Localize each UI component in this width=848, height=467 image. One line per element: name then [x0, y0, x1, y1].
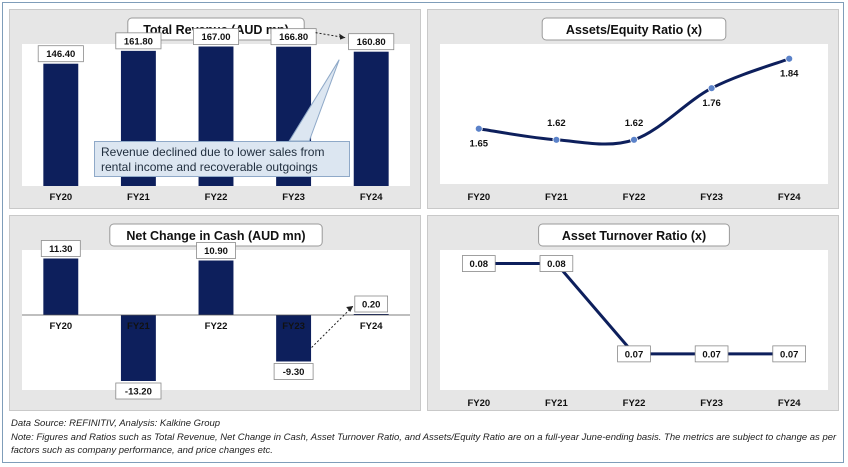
data-label-fy23-box	[270, 28, 317, 46]
x-tick-label: FY20	[49, 321, 72, 332]
revenue-callout-text: Revenue declined due to lower sales from…	[101, 145, 325, 174]
x-tick-label: FY22	[205, 321, 228, 332]
chart-title: Asset Turnover Ratio (x)	[562, 229, 706, 243]
data-label-fy21: 1.62	[547, 118, 566, 129]
data-label-fy20: 1.65	[470, 139, 489, 150]
data-label-fy23-box	[694, 345, 729, 363]
bar-fy23	[276, 315, 312, 362]
revenue-chart-panel: Total Revenue (AUD mn)146.40FY20161.80FY…	[9, 9, 421, 209]
data-label-fy21-box	[539, 255, 574, 272]
x-tick-label: FY20	[467, 192, 490, 203]
plot-area	[440, 250, 828, 390]
data-label-fy22: 1.62	[625, 118, 644, 129]
assets-equity-chart-panel: Assets/Equity Ratio (x) 1.65 FY20 1.62 FY21 1…	[427, 9, 839, 209]
x-tick-label: FY20	[49, 192, 72, 203]
trend-arrow	[311, 305, 354, 348]
assets-equity-chart: Assets/Equity Ratio (x) 1.65 FY20 1.62 FY21 1…	[440, 17, 828, 203]
x-tick-label: FY21	[545, 192, 568, 203]
net-cash-chart: Net Change in Cash (AUD mn) 11.30 FY20 -13.…	[22, 223, 410, 400]
data-label-fy24: 160.80	[357, 37, 386, 48]
data-label-fy22-box	[617, 345, 651, 363]
bar-fy21	[120, 315, 156, 381]
data-label-fy24-box	[354, 295, 388, 313]
data-label-fy21: 161.80	[124, 36, 153, 47]
chart-title-box	[538, 223, 730, 247]
x-tick-label: FY22	[623, 192, 646, 203]
x-tick-label: FY23	[282, 192, 305, 203]
data-label-fy24: 0.20	[362, 300, 381, 311]
data-source-note: Data Source: REFINITIV, Analysis: Kalkin…	[11, 418, 221, 429]
bar-fy24	[353, 314, 389, 315]
revenue-callout: Revenue declined due to lower sales from…	[94, 141, 350, 177]
data-label-fy23: 0.07	[702, 349, 721, 360]
data-label-fy24-box	[348, 33, 395, 51]
chart-title: Assets/Equity Ratio (x)	[566, 23, 702, 37]
data-label-fy22-box	[192, 28, 239, 45]
data-label-fy20-box	[37, 45, 84, 63]
data-label-fy23: 166.80	[279, 32, 308, 43]
data-label-fy23-box	[273, 363, 314, 380]
x-tick-label: FY20	[467, 398, 490, 409]
data-label-fy22: 10.90	[204, 246, 228, 257]
marker-fy23	[707, 84, 716, 93]
trend-arrow-head	[339, 33, 346, 40]
data-label-fy21-box	[115, 382, 162, 400]
data-label-fy21-box	[115, 32, 162, 50]
asset-turnover-chart-panel: Asset Turnover Ratio (x) 0.08 FY20 0.08 FY21…	[427, 215, 839, 411]
data-label-fy23: -9.30	[283, 367, 305, 378]
data-label-fy23: 1.76	[702, 98, 721, 109]
footnote: Note: Figures and Ratios such as Total R…	[11, 432, 837, 456]
chart-title: Net Change in Cash (AUD mn)	[126, 229, 305, 243]
revenue-chart: Total Revenue (AUD mn)146.40FY20161.80FY…	[22, 17, 410, 203]
bar-fy22	[198, 260, 234, 315]
data-label-fy20: 11.30	[49, 244, 72, 255]
x-tick-label: FY24	[360, 321, 383, 332]
data-label-fy22-box	[196, 242, 236, 259]
data-label-fy20: 0.08	[470, 259, 489, 270]
bar-fy20	[43, 258, 79, 315]
x-tick-label: FY22	[205, 192, 228, 203]
data-label-fy21: 0.08	[547, 259, 566, 270]
bar-fy24	[353, 51, 389, 186]
data-label-fy24: 0.07	[780, 349, 799, 360]
x-tick-label: FY21	[127, 321, 150, 332]
x-tick-label: FY24	[778, 192, 801, 203]
trend-arrow-head	[346, 306, 354, 312]
x-tick-label: FY23	[700, 192, 723, 203]
marker-fy22	[630, 135, 638, 144]
x-tick-label: FY23	[700, 398, 723, 409]
asset-turnover-chart: Asset Turnover Ratio (x) 0.08 FY20 0.08 FY21…	[440, 223, 828, 409]
data-label-fy22: 167.00	[201, 32, 230, 43]
net-cash-chart-panel: Net Change in Cash (AUD mn) 11.30 FY20 -13.…	[9, 215, 421, 411]
x-tick-label: FY23	[282, 321, 305, 332]
data-label-fy20-box	[40, 240, 81, 257]
chart-title-box	[541, 17, 727, 41]
data-label-fy22: 0.07	[625, 349, 644, 360]
x-tick-label: FY24	[360, 192, 383, 203]
marker-fy21	[552, 135, 561, 144]
x-tick-label: FY21	[545, 398, 568, 409]
data-label-fy20: 146.40	[46, 49, 75, 60]
marker-fy20	[474, 124, 483, 133]
bar-fy20	[43, 63, 79, 187]
data-label-fy20-box	[462, 255, 496, 272]
marker-fy24	[785, 54, 794, 63]
data-label-fy24: 1.84	[780, 69, 799, 80]
data-label-fy24-box	[772, 345, 806, 363]
x-tick-label: FY22	[623, 398, 646, 409]
x-tick-label: FY21	[127, 192, 150, 203]
data-label-fy21: -13.20	[125, 387, 152, 398]
x-tick-label: FY24	[778, 398, 801, 409]
